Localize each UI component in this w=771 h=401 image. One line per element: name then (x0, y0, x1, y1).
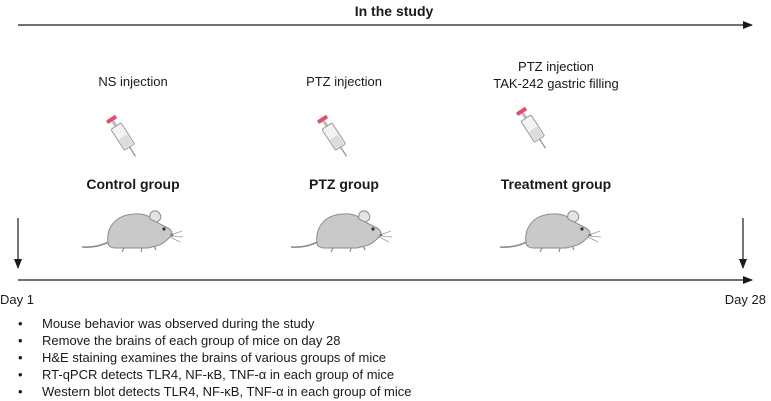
list-item: H&E staining examines the brains of vari… (18, 349, 412, 366)
syringe-icon (516, 107, 547, 149)
injection-label-control: NS injection (98, 74, 168, 89)
mouse-icon (499, 210, 602, 253)
injection-label-treatment: PTZ injection TAK-242 gastric filling (493, 59, 619, 91)
study-notes-list: Mouse behavior was observed during the s… (18, 315, 412, 400)
day-end-label: Day 28 (724, 292, 766, 307)
list-item: Mouse behavior was observed during the s… (18, 315, 412, 332)
syringe-icon (317, 115, 348, 157)
mouse-icon (290, 210, 393, 253)
injection-label-ptz: PTZ injection (306, 74, 382, 89)
study-title: In the study (354, 3, 434, 19)
list-item: Remove the brains of each group of mice … (18, 332, 412, 349)
syringe-icon (106, 115, 137, 157)
day-start-label: Day 1 (0, 292, 34, 307)
group-name-treatment: Treatment group (500, 176, 612, 192)
group-name-ptz: PTZ group (309, 176, 379, 192)
group-name-control: Control group (86, 176, 180, 192)
list-item: Western blot detects TLR4, NF-κB, TNF-α … (18, 383, 412, 400)
mouse-icon (81, 210, 184, 253)
list-item: RT-qPCR detects TLR4, NF-κB, TNF-α in ea… (18, 366, 412, 383)
